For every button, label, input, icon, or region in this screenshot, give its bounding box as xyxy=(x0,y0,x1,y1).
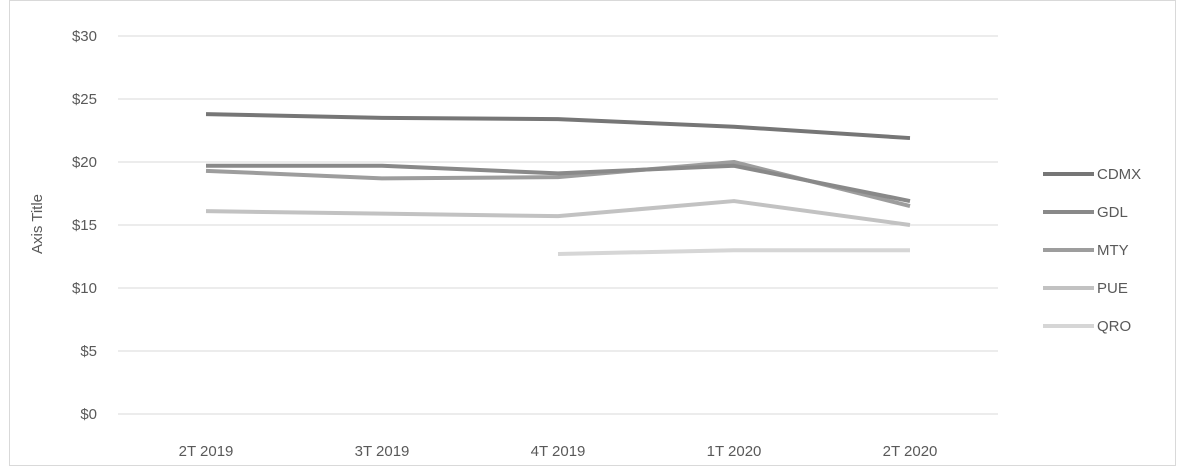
y-tick-label: $15 xyxy=(72,217,97,234)
x-tick-label: 2T 2019 xyxy=(179,443,234,460)
y-axis-tick-labels: $0 $5 $10 $15 $20 $25 $30 xyxy=(72,28,97,423)
legend-label: MTY xyxy=(1097,242,1129,259)
legend-label: QRO xyxy=(1097,318,1131,335)
series-lines xyxy=(205,112,911,256)
chart-area xyxy=(9,0,1176,466)
y-tick-label: $5 xyxy=(80,343,97,360)
legend-item-gdl: GDL xyxy=(1043,204,1128,221)
series-line-qro xyxy=(557,248,910,256)
series-line-pue xyxy=(205,199,911,227)
legend-item-mty: MTY xyxy=(1043,242,1129,259)
series-line-mty xyxy=(205,160,911,209)
legend-item-cdmx: CDMX xyxy=(1043,166,1141,183)
x-tick-label: 1T 2020 xyxy=(707,443,762,460)
y-tick-label: $20 xyxy=(72,154,97,171)
legend-item-pue: PUE xyxy=(1043,280,1128,297)
legend-label: PUE xyxy=(1097,280,1128,297)
y-tick-label: $10 xyxy=(72,280,97,297)
x-tick-label: 3T 2019 xyxy=(355,443,410,460)
y-tick-label: $30 xyxy=(72,28,97,45)
series-line-gdl xyxy=(206,163,911,204)
legend: CDMX GDL MTY PUE QRO xyxy=(1043,166,1141,335)
legend-item-qro: QRO xyxy=(1043,318,1131,335)
y-tick-label: $25 xyxy=(72,91,97,108)
x-axis-tick-labels: 2T 2019 3T 2019 4T 2019 1T 2020 2T 2020 xyxy=(179,443,938,460)
y-axis-title: Axis Title xyxy=(29,194,46,254)
legend-label: CDMX xyxy=(1097,166,1141,183)
x-tick-label: 4T 2019 xyxy=(531,443,586,460)
series-line-cdmx xyxy=(205,112,911,141)
legend-label: GDL xyxy=(1097,204,1128,221)
y-tick-label: $0 xyxy=(80,406,97,423)
x-tick-label: 2T 2020 xyxy=(883,443,938,460)
gridlines xyxy=(118,35,998,415)
